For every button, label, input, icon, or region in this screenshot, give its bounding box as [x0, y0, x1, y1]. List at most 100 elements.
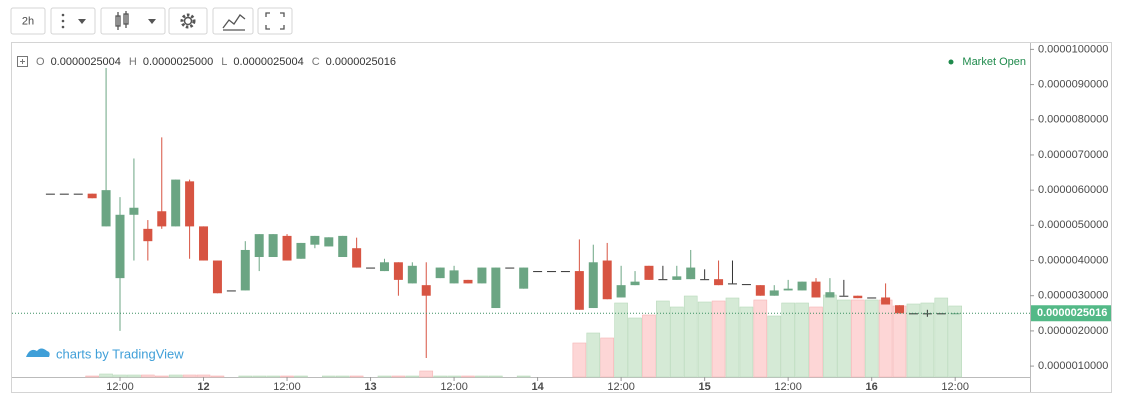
- candle-body: [505, 267, 515, 269]
- candle-body: [393, 262, 403, 280]
- candle-body: [171, 179, 181, 227]
- candle-body: [950, 313, 960, 315]
- volume-bar: [321, 375, 336, 378]
- candle-body: [769, 290, 779, 296]
- volume-bar: [349, 375, 364, 378]
- volume-bar: [600, 337, 615, 378]
- volume-bar: [377, 375, 392, 378]
- volume-bar: [461, 375, 475, 378]
- volume-bar: [642, 314, 656, 378]
- settings-button[interactable]: [168, 7, 208, 35]
- indicators-icon: [222, 14, 246, 31]
- legend-key: H: [129, 56, 137, 68]
- candle-body: [574, 271, 584, 310]
- x-tick-label: 12:00: [607, 381, 635, 393]
- candle-body: [839, 295, 849, 297]
- candle-body: [296, 242, 306, 259]
- candle-body: [936, 313, 946, 315]
- candle-body: [115, 214, 125, 279]
- y-tick-label: 0.0000010000: [1038, 360, 1108, 372]
- fullscreen-icon: [265, 12, 285, 30]
- candle-body: [700, 279, 710, 281]
- volume-bar: [391, 375, 406, 378]
- candle-body: [143, 228, 153, 242]
- y-tick-label: 0.0000040000: [1038, 254, 1108, 266]
- x-tick-label: 15: [699, 381, 711, 393]
- interval-button[interactable]: [10, 7, 46, 35]
- gear-icon: [180, 13, 196, 29]
- volume-bar: [85, 375, 99, 378]
- y-tick-label: 0.0000100000: [1038, 43, 1108, 55]
- candle-body: [560, 271, 570, 273]
- volume-bar: [572, 342, 587, 378]
- volume-bar: [252, 375, 266, 378]
- legend-value: 0.0000025000: [143, 56, 213, 68]
- candle-body: [533, 271, 543, 273]
- y-tick-label: 0.0000080000: [1038, 114, 1108, 126]
- volume-bar: [725, 297, 740, 378]
- fullscreen-button[interactable]: [257, 7, 293, 35]
- volume-bar: [113, 374, 127, 378]
- candle-body: [421, 285, 431, 296]
- x-tick-label: 12:00: [273, 381, 301, 393]
- candle-body: [407, 265, 417, 284]
- candle-body: [783, 288, 793, 291]
- legend-value: 0.0000025004: [51, 56, 121, 68]
- last-price-label: 0.0000025016: [1037, 307, 1107, 319]
- candle-body: [282, 235, 292, 261]
- candle-body: [741, 284, 751, 286]
- candle-body: [616, 285, 626, 298]
- volume-bar: [878, 299, 893, 378]
- interval-menu[interactable]: [50, 7, 96, 35]
- candle-body: [157, 211, 167, 227]
- volume-bar: [850, 299, 865, 378]
- volume-bar: [656, 300, 670, 378]
- candle-body: [449, 270, 459, 284]
- collapse-toggle[interactable]: [17, 56, 28, 67]
- volume-bar: [182, 374, 197, 378]
- candle-body: [212, 260, 222, 294]
- candle-icon: [115, 11, 129, 30]
- y-tick-label: 0.0000020000: [1038, 325, 1108, 337]
- x-tick-label: 12:00: [106, 381, 134, 393]
- volume-bar: [127, 374, 141, 378]
- volume-bar: [781, 302, 795, 378]
- candle-body: [881, 297, 891, 305]
- plot: [12, 68, 1030, 378]
- candle-body: [630, 281, 640, 286]
- candle-body: [226, 290, 236, 292]
- candle-body: [352, 248, 362, 268]
- watermark-text: charts by TradingView: [56, 346, 184, 361]
- y-tick-label: 0.0000070000: [1038, 149, 1108, 161]
- candle-body: [129, 207, 139, 215]
- volume-bar: [405, 375, 420, 378]
- candle-body: [435, 267, 445, 279]
- legend-value: 0.0000025004: [233, 56, 303, 68]
- candle-body: [658, 279, 668, 281]
- candle-body: [463, 279, 473, 284]
- candle-body: [491, 267, 501, 309]
- volume-bar: [711, 300, 726, 378]
- status-dot: [948, 59, 954, 65]
- candle-body: [338, 235, 348, 258]
- candle-body: [895, 305, 905, 314]
- volume-bar: [433, 375, 447, 378]
- candle-body: [867, 297, 877, 299]
- y-tick-label: 0.0000030000: [1038, 290, 1108, 302]
- legend-key: C: [312, 56, 320, 68]
- last-price-box: [1031, 305, 1111, 322]
- x-tick-label: 12:00: [941, 381, 969, 393]
- candle-body: [87, 193, 97, 199]
- candle-body: [45, 193, 55, 195]
- candle-body: [268, 234, 278, 258]
- watermark: charts by TradingView: [26, 346, 184, 361]
- volume-bar: [809, 306, 823, 378]
- market-status: Market Open: [962, 56, 1026, 68]
- volume-bar: [294, 375, 308, 378]
- volume-bar: [753, 299, 768, 378]
- candle-body: [825, 292, 835, 298]
- chart-type-button[interactable]: [100, 7, 166, 35]
- candle-body: [73, 193, 83, 195]
- candle-body: [59, 193, 69, 195]
- candle-body: [366, 267, 376, 269]
